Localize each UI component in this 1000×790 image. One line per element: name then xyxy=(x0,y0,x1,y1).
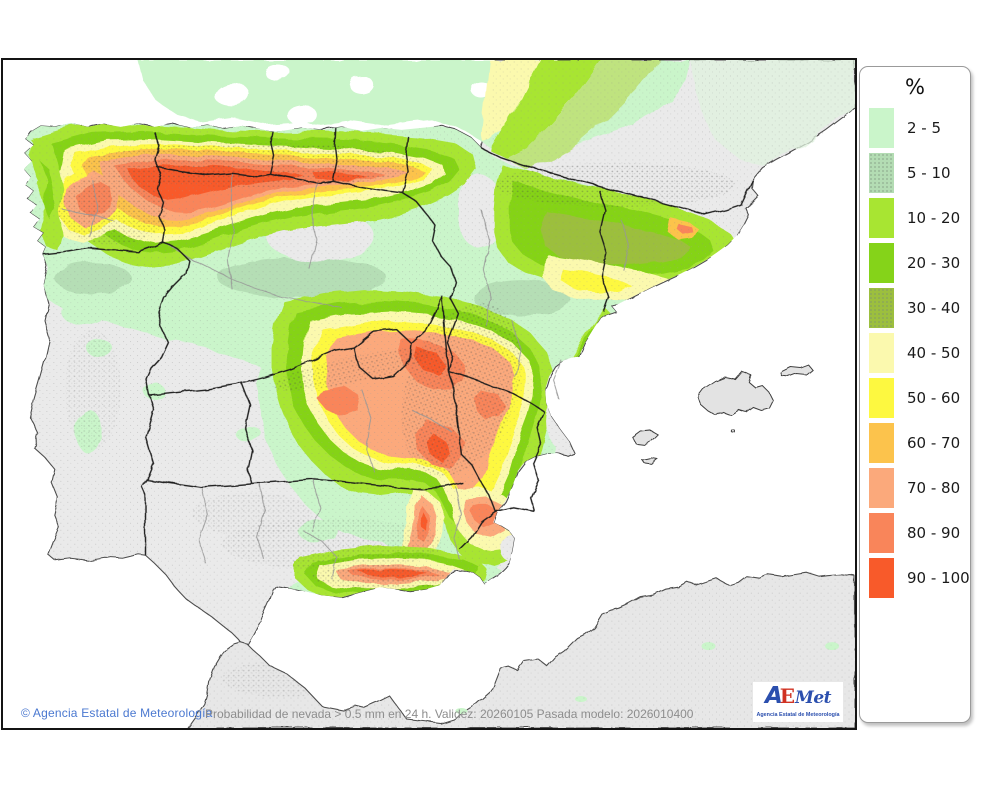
legend-swatch xyxy=(869,558,894,598)
legend-item-80-90: 80 - 90 xyxy=(869,513,970,553)
legend-swatch xyxy=(869,198,894,238)
map-caption: Probabilidad de nevada > 0.5 mm en 24 h.… xyxy=(205,707,694,721)
legend-range-label: 40 - 50 xyxy=(907,344,961,362)
legend-swatch xyxy=(869,378,894,418)
legend-item-70-80: 70 - 80 xyxy=(869,468,970,508)
legend-range-label: 90 - 100 xyxy=(907,569,970,587)
legend-swatch xyxy=(869,513,894,553)
legend-item-30-40: 30 - 40 xyxy=(869,288,970,328)
legend-range-label: 10 - 20 xyxy=(907,209,961,227)
legend-item-20-30: 20 - 30 xyxy=(869,243,970,283)
legend-swatch xyxy=(869,468,894,508)
legend-swatch xyxy=(869,288,894,328)
map-canvas: © Agencia Estatal de Meteorología Probab… xyxy=(1,58,857,730)
legend-panel: % 2 - 5 5 - 10 10 - 20 20 - 30 30 - 40 40 - 5… xyxy=(859,66,971,723)
legend-swatch xyxy=(869,108,894,148)
legend-swatch xyxy=(869,153,894,193)
aemet-logo-subtitle: Agencia Estatal de Meteorología xyxy=(756,712,840,718)
legend-swatch xyxy=(869,333,894,373)
legend-items: 2 - 5 5 - 10 10 - 20 20 - 30 30 - 40 40 - 50 5… xyxy=(860,108,970,598)
legend-item-40-50: 40 - 50 xyxy=(869,333,970,373)
province-borders xyxy=(62,172,630,580)
aemet-logo-wordmark: AEMet xyxy=(753,683,843,712)
logo-letters-met: Met xyxy=(795,688,832,708)
legend-item-10-20: 10 - 20 xyxy=(869,198,970,238)
legend-range-label: 70 - 80 xyxy=(907,479,961,497)
legend-swatch xyxy=(869,423,894,463)
copyright-label: © Agencia Estatal de Meteorología xyxy=(21,706,213,720)
landmasses xyxy=(23,60,855,728)
legend-range-label: 2 - 5 xyxy=(907,119,942,137)
legend-item-5-10: 5 - 10 xyxy=(869,153,970,193)
legend-range-label: 80 - 90 xyxy=(907,524,961,542)
balearic-islands xyxy=(632,363,813,464)
legend-range-label: 50 - 60 xyxy=(907,389,961,407)
legend-item-50-60: 50 - 60 xyxy=(869,378,970,418)
region-borders xyxy=(42,127,753,556)
weather-map-svg xyxy=(3,60,855,728)
legend-range-label: 60 - 70 xyxy=(907,434,961,452)
legend-range-label: 20 - 30 xyxy=(907,254,961,272)
aemet-logo: AEMet Agencia Estatal de Meteorología xyxy=(753,682,843,722)
legend-title: % xyxy=(905,75,925,99)
logo-letter-e: E xyxy=(779,684,796,708)
legend-range-label: 30 - 40 xyxy=(907,299,961,317)
legend-range-label: 5 - 10 xyxy=(907,164,951,182)
legend-item-90-100: 90 - 100 xyxy=(869,558,970,598)
legend-item-60-70: 60 - 70 xyxy=(869,423,970,463)
logo-letter-a: A xyxy=(764,683,783,709)
legend-item-2-5: 2 - 5 xyxy=(869,108,970,148)
legend-swatch xyxy=(869,243,894,283)
